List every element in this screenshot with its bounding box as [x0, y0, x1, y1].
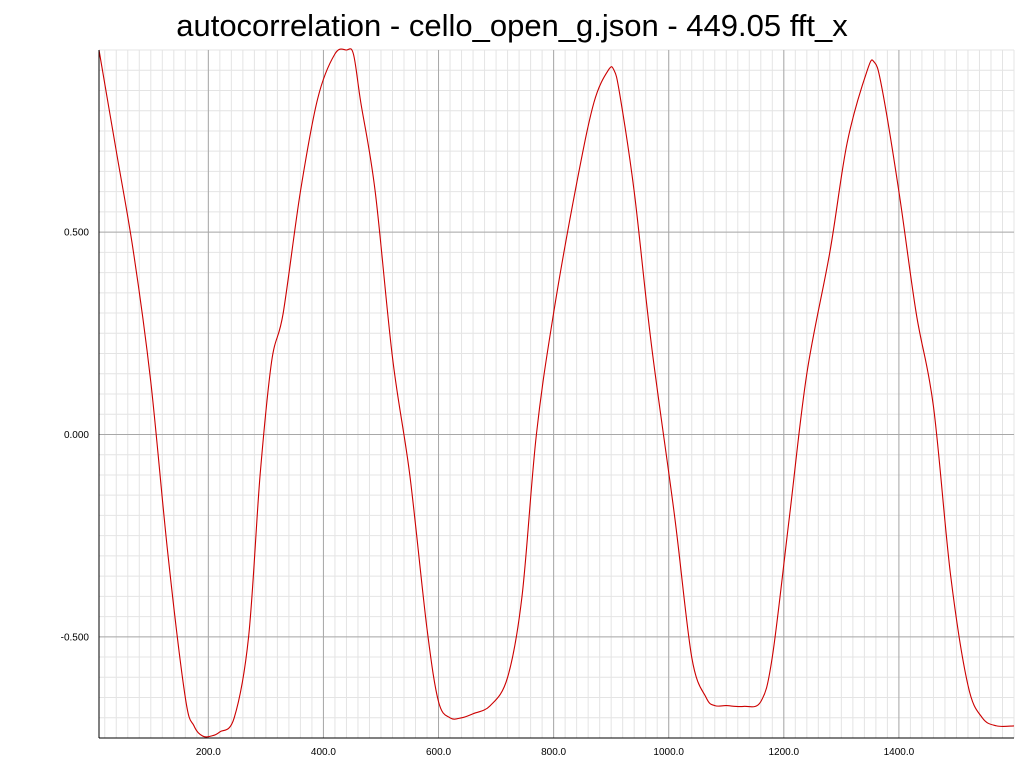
chart-title: autocorrelation - cello_open_g.json - 44…	[176, 8, 848, 43]
y-tick-label: 0.500	[64, 228, 89, 239]
x-tick-label: 800.0	[541, 747, 566, 758]
x-tick-label: 200.0	[196, 747, 221, 758]
x-tick-label: 1000.0	[653, 747, 684, 758]
major-gridlines	[99, 50, 1014, 738]
y-tick-label: 0.000	[64, 430, 89, 441]
y-tick-label: -0.500	[61, 632, 90, 643]
x-tick-labels: 200.0 400.0 600.0 800.0 1000.0 1200.0 1400.0	[196, 747, 915, 758]
minor-gridlines	[99, 49, 1015, 739]
x-tick-label: 1200.0	[769, 747, 800, 758]
x-tick-label: 1400.0	[884, 747, 915, 758]
x-tick-label: 400.0	[311, 747, 336, 758]
y-tick-labels: 0.500 0.000 -0.500	[61, 228, 90, 644]
axes	[98, 50, 1014, 739]
x-tick-label: 600.0	[426, 747, 451, 758]
autocorrelation-line	[98, 48, 1015, 738]
